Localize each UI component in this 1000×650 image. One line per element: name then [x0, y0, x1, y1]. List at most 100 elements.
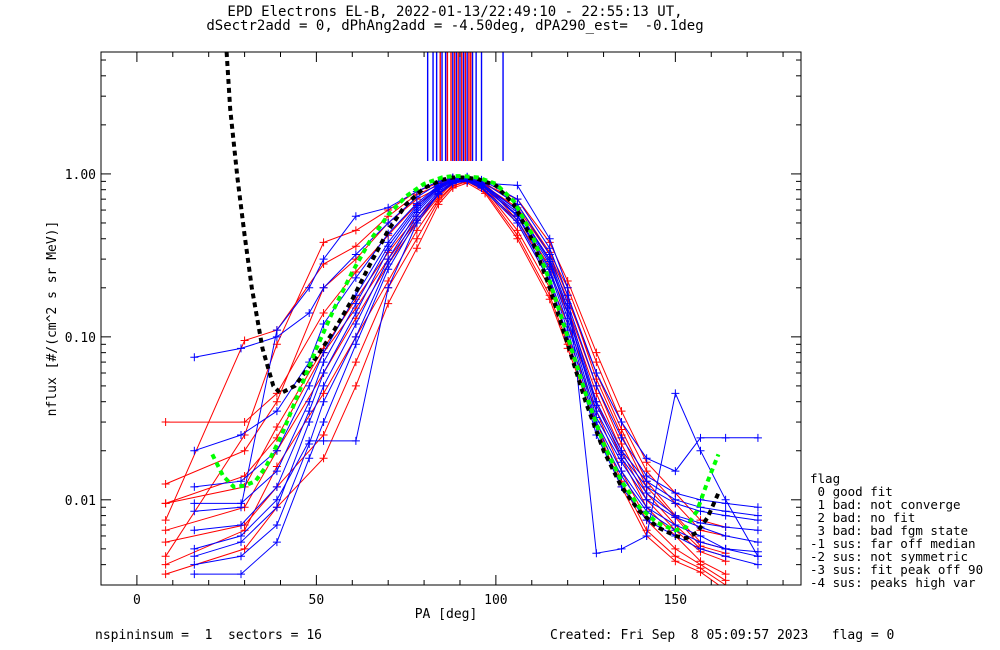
x-tick-label: 150	[664, 593, 687, 608]
fit-curve-black	[224, 52, 721, 541]
data-point-blue	[272, 326, 281, 335]
data-point-blue	[513, 195, 522, 204]
data-point-red	[351, 242, 360, 251]
data-point-red	[319, 238, 328, 247]
data-point-blue	[190, 353, 199, 362]
flag-legend: flag 0 good fit 1 bad: not converge 2 ba…	[810, 472, 983, 589]
data-point-blue	[721, 523, 730, 532]
data-point-blue	[617, 458, 626, 467]
data-point-blue	[671, 489, 680, 498]
series-line-red	[165, 180, 726, 585]
flag-legend-item: -1 sus: far off median	[810, 536, 976, 551]
data-point-blue	[237, 503, 245, 512]
data-point-red	[161, 552, 170, 561]
data-point-blue	[753, 552, 762, 561]
data-point-blue	[190, 482, 199, 491]
data-point-blue	[412, 218, 421, 227]
data-series-group	[161, 172, 762, 594]
data-point-red	[592, 358, 601, 367]
series-line-red	[165, 182, 720, 585]
data-point-blue	[351, 299, 360, 308]
data-point-red	[161, 418, 170, 427]
data-point-blue	[617, 544, 626, 553]
data-point-blue	[384, 283, 393, 292]
data-point-red	[319, 309, 328, 318]
data-point-blue	[319, 369, 328, 378]
data-point-red	[161, 570, 170, 579]
data-point-blue	[384, 238, 393, 247]
plot-frame	[100, 51, 802, 586]
data-point-blue	[448, 179, 457, 188]
data-point-blue	[617, 450, 626, 459]
data-point-red	[272, 397, 281, 406]
data-point-blue	[237, 344, 245, 353]
data-point-blue	[351, 250, 360, 259]
data-point-blue	[351, 436, 360, 445]
data-point-blue	[190, 544, 199, 553]
data-point-blue	[351, 319, 360, 328]
data-point-blue	[753, 503, 762, 512]
data-point-blue	[319, 283, 328, 292]
axes-group: 0 50 100 150 0.01 0.10 1.00 PA [deg] nflux [#/(c…	[45, 52, 801, 622]
data-point-red	[351, 381, 360, 390]
data-point-red	[384, 299, 393, 308]
fit-curve-green	[210, 174, 721, 533]
data-point-blue	[642, 531, 651, 540]
series-line-blue	[194, 178, 758, 531]
data-point-red	[412, 244, 421, 253]
data-point-blue	[671, 513, 680, 522]
data-point-blue	[305, 309, 314, 318]
data-point-red	[240, 336, 249, 345]
data-point-red	[351, 226, 360, 235]
fit-curves-group	[210, 52, 721, 541]
y-tick-label: 1.00	[65, 168, 96, 183]
data-point-blue	[696, 433, 705, 442]
data-point-blue	[753, 526, 762, 535]
data-point-blue	[592, 401, 601, 410]
data-point-blue	[592, 369, 601, 378]
data-point-red	[161, 480, 170, 489]
data-point-blue	[642, 454, 651, 463]
data-point-blue	[190, 560, 199, 569]
data-point-blue	[237, 531, 245, 540]
data-point-blue	[305, 454, 314, 463]
data-point-blue	[412, 201, 421, 210]
footer-created-info: Created: Fri Sep 8 05:09:57 2023 flag = …	[550, 628, 895, 643]
data-point-blue	[319, 436, 328, 445]
data-point-red	[319, 454, 328, 463]
flag-legend-item: 0 good fit	[810, 484, 893, 499]
data-point-blue	[305, 283, 314, 292]
data-point-blue	[545, 244, 554, 253]
data-point-red	[434, 200, 443, 209]
data-point-blue	[592, 549, 601, 558]
data-point-blue	[319, 255, 328, 264]
data-point-red	[272, 422, 281, 431]
series-line-blue	[194, 176, 758, 508]
series-line-blue	[194, 177, 758, 517]
data-point-blue	[412, 212, 421, 221]
vertical-markers	[426, 52, 504, 162]
chart-subtitle: dSectr2add = 0, dPhAng2add = -4.50deg, d…	[206, 18, 704, 34]
series-line-blue	[194, 178, 758, 521]
data-point-blue	[671, 499, 680, 508]
data-point-blue	[721, 544, 730, 553]
flag-legend-item: -2 sus: not symmetric	[810, 549, 969, 564]
data-point-red	[412, 226, 421, 235]
data-point-blue	[305, 397, 314, 406]
x-tick-label: 0	[133, 593, 141, 608]
data-point-blue	[319, 358, 328, 367]
x-axis-label: PA [deg]	[415, 607, 478, 622]
data-point-blue	[617, 433, 626, 442]
data-point-blue	[272, 467, 281, 476]
data-point-blue	[272, 521, 281, 530]
data-point-blue	[272, 407, 281, 416]
data-point-blue	[190, 552, 199, 561]
data-point-red	[161, 499, 170, 508]
data-point-blue	[384, 218, 393, 227]
data-point-red	[722, 586, 730, 594]
data-point-blue	[190, 570, 199, 579]
data-point-blue	[753, 560, 762, 569]
data-point-blue	[384, 259, 393, 268]
data-point-blue	[272, 332, 281, 341]
